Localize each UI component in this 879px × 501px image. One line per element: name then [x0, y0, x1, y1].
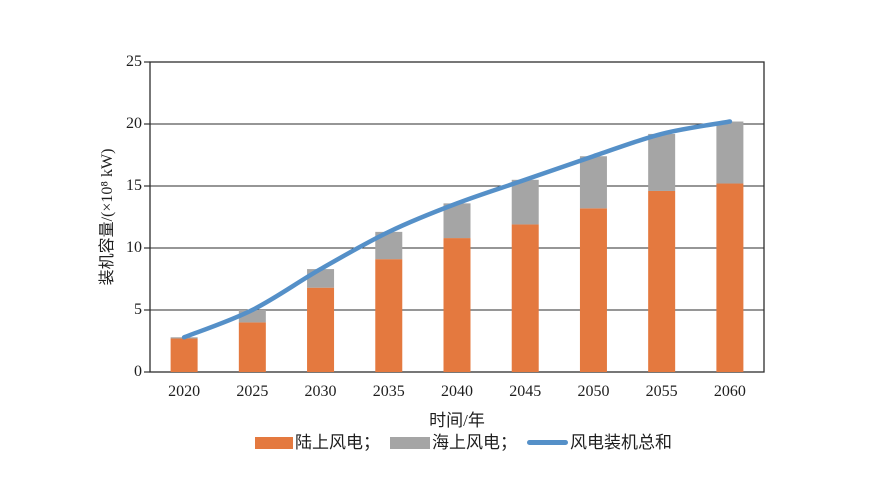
bar-onshore-2025 — [238, 322, 266, 372]
total-line — [181, 119, 733, 340]
legend-swatch-offshore — [390, 437, 430, 449]
bar-onshore-2030 — [307, 287, 335, 372]
y-tick-label-5: 5 — [134, 301, 142, 318]
x-axis-title: 时间/年 — [429, 411, 485, 430]
legend-label-offshore: 海上风电； — [432, 433, 517, 452]
bar-offshore-2050 — [579, 156, 607, 209]
x-tick-label-2030: 2030 — [304, 383, 337, 400]
legend-label-onshore: 陆上风电； — [295, 433, 380, 452]
x-tick-label-2020: 2020 — [168, 383, 201, 400]
y-tick-label-25: 25 — [126, 53, 142, 70]
x-tick-label-2045: 2045 — [509, 383, 542, 400]
y-tick-label-10: 10 — [126, 239, 142, 256]
bar-onshore-2060 — [716, 183, 744, 372]
bar-offshore-2060 — [716, 121, 744, 184]
bar-offshore-2055 — [648, 133, 676, 191]
legend-line-total — [527, 440, 568, 445]
bar-offshore-2045 — [511, 179, 539, 225]
y-tick-label-20: 20 — [126, 115, 142, 132]
x-tick-label-2040: 2040 — [441, 383, 473, 400]
bar-onshore-2045 — [511, 224, 539, 372]
bar-offshore-2030 — [307, 269, 335, 288]
legend: 陆上风电； 海上风电； 风电装机总和 — [0, 430, 879, 456]
bar-onshore-2020 — [170, 338, 198, 372]
y-axis-title: 装机容量/(×10⁸ kW) — [99, 148, 116, 286]
x-tick-label-2025: 2025 — [236, 383, 269, 400]
bar-onshore-2040 — [443, 238, 471, 372]
x-tick-label-2050: 2050 — [577, 383, 610, 400]
bar-onshore-2050 — [579, 208, 607, 372]
bar-onshore-2055 — [648, 190, 676, 372]
x-tick-label-2060: 2060 — [713, 383, 746, 400]
x-tick-label-2055: 2055 — [645, 383, 678, 400]
legend-swatch-onshore — [255, 437, 293, 449]
y-tick-label-0: 0 — [134, 363, 142, 380]
legend-label-total: 风电装机总和 — [570, 433, 672, 452]
bar-onshore-2035 — [375, 259, 403, 372]
y-tick-label-15: 15 — [126, 177, 142, 194]
x-tick-label-2035: 2035 — [372, 383, 405, 400]
